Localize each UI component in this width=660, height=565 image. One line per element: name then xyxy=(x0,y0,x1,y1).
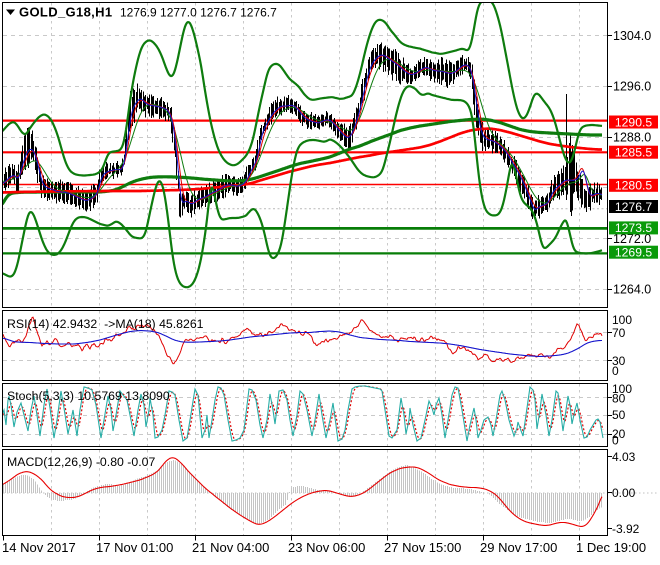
svg-text:29 Nov 17:00: 29 Nov 17:00 xyxy=(480,540,557,555)
svg-text:23 Nov 06:00: 23 Nov 06:00 xyxy=(288,540,365,555)
svg-text:GOLD_G18,H1: GOLD_G18,H1 xyxy=(19,5,112,20)
svg-text:1304.0: 1304.0 xyxy=(613,29,651,43)
svg-text:30: 30 xyxy=(612,354,626,368)
svg-text:20: 20 xyxy=(612,427,626,441)
svg-text:0.00: 0.00 xyxy=(612,486,636,500)
svg-text:1264.0: 1264.0 xyxy=(613,283,651,297)
svg-text:-3.92: -3.92 xyxy=(612,522,640,536)
svg-text:1276.7: 1276.7 xyxy=(615,200,652,214)
svg-text:1296.0: 1296.0 xyxy=(613,80,651,94)
svg-text:RSI(14) 42.9432 ->MA(18) 45.8: RSI(14) 42.9432 ->MA(18) 45.8261 xyxy=(7,317,204,331)
svg-text:4.03: 4.03 xyxy=(612,450,636,464)
svg-text:100: 100 xyxy=(612,313,632,327)
svg-text:100: 100 xyxy=(612,382,632,396)
svg-text:1273.5: 1273.5 xyxy=(615,221,652,235)
svg-text:21 Nov 04:00: 21 Nov 04:00 xyxy=(192,540,269,555)
svg-text:1280.5: 1280.5 xyxy=(615,179,652,193)
svg-text:MACD(12,26,9) -0.80 -0.07: MACD(12,26,9) -0.80 -0.07 xyxy=(7,455,155,469)
svg-text:1276.9 1277.0 1276.7 1276.7: 1276.9 1277.0 1276.7 1276.7 xyxy=(120,6,277,20)
svg-text:1288.0: 1288.0 xyxy=(613,130,651,144)
svg-text:80: 80 xyxy=(612,392,626,406)
svg-text:50: 50 xyxy=(612,408,626,422)
svg-text:1290.5: 1290.5 xyxy=(615,115,652,129)
svg-text:1285.5: 1285.5 xyxy=(615,146,652,160)
svg-text:17 Nov 01:00: 17 Nov 01:00 xyxy=(96,540,173,555)
svg-text:1269.5: 1269.5 xyxy=(615,246,652,260)
svg-text:0: 0 xyxy=(612,434,619,448)
svg-text:27 Nov 15:00: 27 Nov 15:00 xyxy=(384,540,461,555)
svg-text:70: 70 xyxy=(612,326,626,340)
svg-text:1272.0: 1272.0 xyxy=(613,232,651,246)
svg-text:1 Dec 19:00: 1 Dec 19:00 xyxy=(576,540,646,555)
svg-text:0: 0 xyxy=(612,364,619,378)
svg-text:Stoch(5,3,3) 10.5769 13.8090: Stoch(5,3,3) 10.5769 13.8090 xyxy=(7,389,170,403)
svg-text:14 Nov 2017: 14 Nov 2017 xyxy=(2,540,76,555)
